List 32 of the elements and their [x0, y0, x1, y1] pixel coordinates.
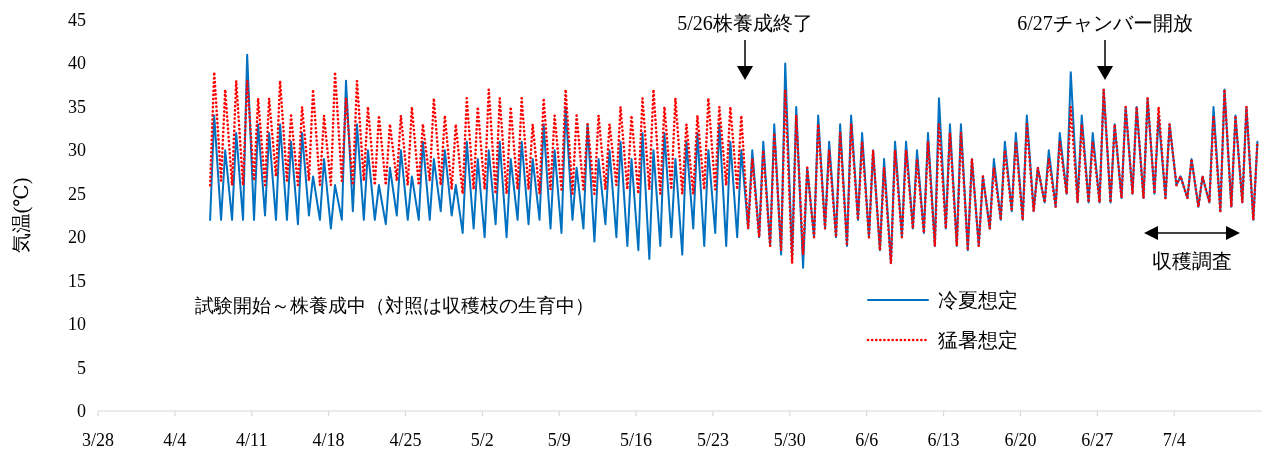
y-tick-label: 40: [68, 53, 86, 74]
y-tick-label: 20: [68, 227, 86, 248]
x-tick-label: 7/4: [1162, 430, 1186, 450]
x-tick-label: 4/4: [163, 430, 187, 450]
x-tick-label: 6/20: [1004, 430, 1037, 450]
x-tick-label: 5/30: [773, 430, 806, 450]
x-tick-label: 5/2: [470, 430, 494, 450]
x-tick-label: 5/23: [696, 430, 729, 450]
y-tick-label: 10: [68, 314, 86, 335]
x-tick-label: 4/18: [312, 430, 345, 450]
x-tick-label: 6/6: [855, 430, 879, 450]
x-tick-label: 4/25: [389, 430, 422, 450]
x-tick-label: 6/13: [927, 430, 960, 450]
y-tick-label: 25: [68, 183, 86, 204]
x-tick-label: 6/27: [1081, 430, 1114, 450]
annotation: 6/27チャンバー開放: [1017, 12, 1193, 34]
y-tick-label: 30: [68, 140, 86, 161]
x-tick-label: 5/9: [547, 430, 571, 450]
annotation: 収穫調査: [1152, 250, 1232, 272]
legend-label: 猛暑想定: [938, 329, 1018, 351]
annotation: 5/26株養成終了: [677, 12, 813, 34]
y-axis-title: 気温(℃): [10, 177, 33, 254]
x-tick-label: 5/16: [620, 430, 653, 450]
y-tick-label: 5: [77, 357, 86, 378]
annotation: 試験開始～株養成中（対照は収穫枝の生育中）: [195, 295, 594, 316]
x-tick-label: 3/28: [81, 430, 115, 450]
x-tick-label: 4/11: [236, 430, 268, 450]
y-tick-label: 15: [68, 270, 86, 291]
y-tick-label: 0: [77, 401, 86, 421]
y-tick-label: 45: [68, 10, 86, 30]
legend-label: 冷夏想定: [938, 289, 1018, 311]
y-tick-label: 35: [68, 96, 86, 117]
